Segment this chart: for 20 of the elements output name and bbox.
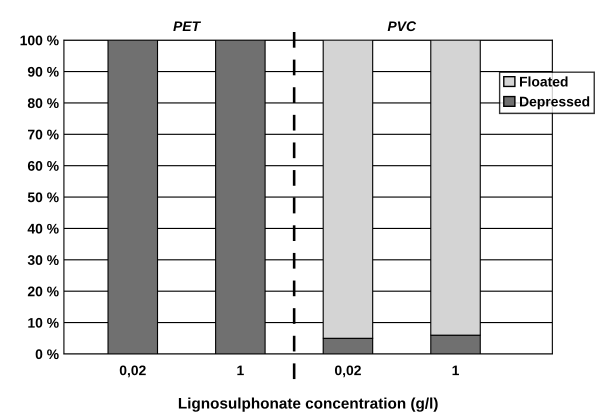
y-tick-label: 60 % <box>28 161 59 171</box>
x-tick-label: 1 <box>237 366 244 376</box>
y-tick-label: 40 % <box>28 224 59 234</box>
y-tick-label: 90 % <box>28 66 59 77</box>
y-tick-label: 0 % <box>36 349 59 360</box>
x-axis-title: Lignosulphonate concentration (g/l) <box>178 397 438 412</box>
x-tick-label: 1 <box>452 366 459 376</box>
x-tick-label: 0,02 <box>334 365 361 378</box>
legend-label: Floated <box>520 76 568 87</box>
y-tick-label: 100 % <box>20 35 59 46</box>
y-tick-label: 10 % <box>28 318 59 328</box>
y-tick-label: 30 % <box>28 255 59 266</box>
y-tick-label: 20 % <box>28 286 59 296</box>
text: PET <box>173 21 202 31</box>
y-tick-label: 50 % <box>28 192 59 202</box>
x-tick-label: 0,02 <box>120 365 146 378</box>
text: PVC <box>388 21 416 32</box>
y-tick-label: 80 % <box>28 98 59 108</box>
legend-label: Depressed <box>520 96 590 110</box>
y-tick-label: 70 % <box>28 130 59 140</box>
